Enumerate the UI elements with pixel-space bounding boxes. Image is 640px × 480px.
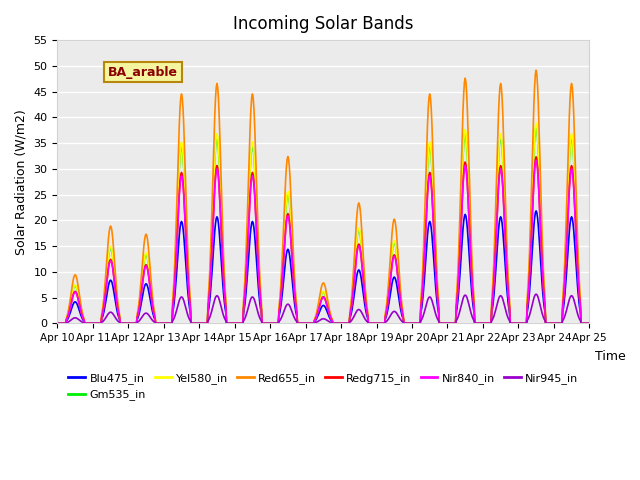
Yel580_in [532, 120, 540, 126]
Blu475_in [200, 321, 207, 326]
Blu475_in [54, 321, 61, 326]
Yel580_in [200, 321, 207, 326]
Redg715_in [118, 321, 125, 326]
Gm535_in [532, 123, 540, 129]
Blu475_in [387, 285, 395, 290]
Blu475_in [532, 208, 540, 214]
Nir945_in [585, 321, 593, 326]
Nir945_in [532, 291, 540, 297]
Nir945_in [403, 321, 411, 326]
Gm535_in [585, 321, 593, 326]
Redg715_in [200, 321, 207, 326]
Nir945_in [200, 321, 207, 326]
Gm535_in [54, 321, 61, 326]
Red655_in [387, 240, 395, 245]
Red655_in [532, 67, 540, 73]
Blu475_in [118, 321, 125, 326]
Red655_in [63, 313, 71, 319]
Line: Red655_in: Red655_in [58, 70, 589, 324]
Gm535_in [63, 315, 71, 321]
Yel580_in [387, 257, 395, 263]
Yel580_in [63, 315, 71, 321]
Line: Redg715_in: Redg715_in [58, 157, 589, 324]
Blu475_in [172, 284, 179, 289]
Nir945_in [54, 321, 61, 326]
Nir840_in [532, 157, 540, 163]
Yel580_in [54, 321, 61, 326]
Line: Nir840_in: Nir840_in [58, 160, 589, 324]
Nir840_in [54, 321, 61, 326]
Legend: Blu475_in, Gm535_in, Yel580_in, Red655_in, Redg715_in, Nir840_in, Nir945_in: Blu475_in, Gm535_in, Yel580_in, Red655_i… [64, 369, 582, 405]
Nir840_in [118, 321, 125, 326]
Redg715_in [54, 321, 61, 326]
Yel580_in [585, 321, 593, 326]
Red655_in [118, 321, 125, 326]
Redg715_in [532, 154, 540, 160]
Red655_in [172, 238, 179, 244]
Redg715_in [172, 266, 179, 272]
Nir945_in [387, 311, 395, 317]
Line: Yel580_in: Yel580_in [58, 123, 589, 324]
Nir840_in [172, 267, 179, 273]
Gm535_in [387, 258, 395, 264]
Text: Time: Time [595, 350, 625, 363]
Blu475_in [63, 317, 71, 323]
Text: BA_arable: BA_arable [108, 66, 178, 79]
Line: Gm535_in: Gm535_in [58, 126, 589, 324]
Redg715_in [63, 316, 71, 322]
Nir945_in [118, 321, 125, 326]
Redg715_in [403, 321, 411, 326]
Line: Blu475_in: Blu475_in [58, 211, 589, 324]
Blu475_in [585, 321, 593, 326]
Gm535_in [118, 321, 125, 326]
Blu475_in [403, 321, 411, 326]
Nir945_in [63, 320, 71, 325]
Redg715_in [585, 321, 593, 326]
Yel580_in [118, 321, 125, 326]
Y-axis label: Solar Radiation (W/m2): Solar Radiation (W/m2) [15, 109, 28, 255]
Nir840_in [387, 268, 395, 274]
Gm535_in [172, 256, 179, 262]
Gm535_in [200, 321, 207, 326]
Line: Nir945_in: Nir945_in [58, 294, 589, 324]
Red655_in [585, 321, 593, 326]
Nir840_in [585, 321, 593, 326]
Gm535_in [403, 321, 411, 326]
Red655_in [200, 321, 207, 326]
Yel580_in [403, 321, 411, 326]
Nir945_in [172, 311, 179, 317]
Red655_in [403, 321, 411, 326]
Red655_in [54, 321, 61, 326]
Yel580_in [172, 255, 179, 261]
Redg715_in [387, 267, 395, 273]
Nir840_in [63, 316, 71, 322]
Title: Incoming Solar Bands: Incoming Solar Bands [233, 15, 413, 33]
Nir840_in [403, 321, 411, 326]
Nir840_in [200, 321, 207, 326]
